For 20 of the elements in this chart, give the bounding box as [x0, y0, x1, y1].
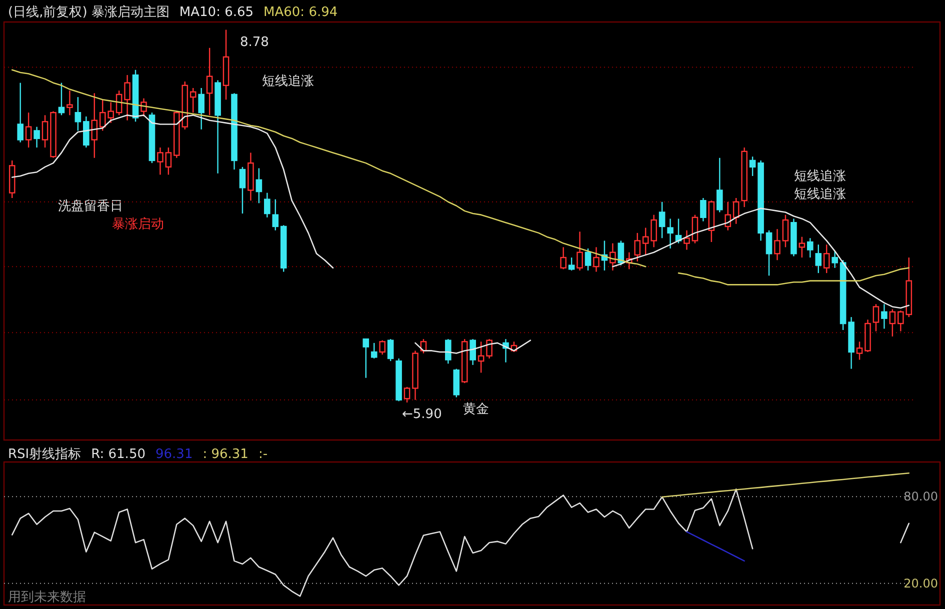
text: R: 61.50: [91, 447, 146, 462]
annotation: 短线追涨: [794, 169, 846, 184]
y-tick-label: 80.00: [904, 490, 938, 504]
annotation: 8.78: [240, 35, 269, 50]
annotation: 黄金: [463, 402, 489, 417]
annotation: 短线追涨: [262, 74, 314, 89]
text: : 96.31: [202, 447, 248, 462]
annotation: ←5.90: [402, 407, 442, 422]
y-tick-label: 20.00: [904, 576, 938, 590]
annotation: :-: [258, 447, 268, 462]
annotation: 用到未来数据: [8, 590, 86, 605]
line-series: [686, 531, 745, 562]
chart-title: RSI射线指标: [8, 447, 82, 462]
annotation: 洗盘留香日: [58, 199, 123, 214]
text: 96.31: [156, 447, 193, 462]
chart-title: (日线,前复权) 暴涨启动主图: [8, 4, 170, 20]
annotation: 短线追涨: [794, 187, 846, 202]
text: MA60: 6.94: [264, 5, 338, 20]
text: MA10: 6.65: [179, 5, 254, 20]
annotation: 暴涨启动: [112, 216, 164, 232]
